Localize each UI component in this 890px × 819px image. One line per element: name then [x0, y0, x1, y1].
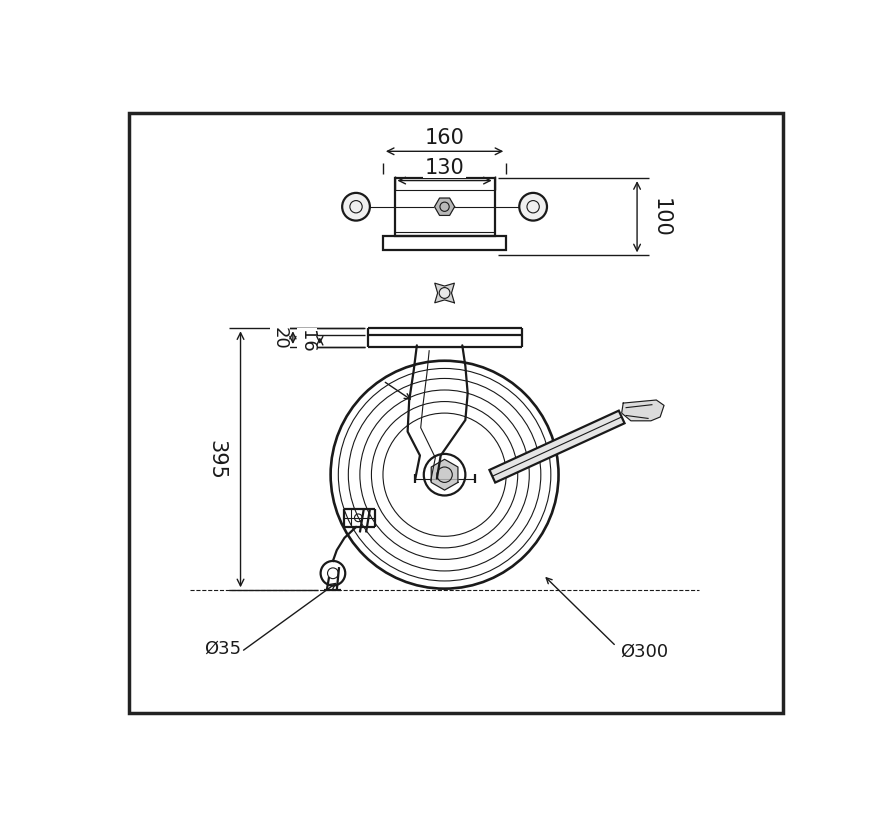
Text: 130: 130: [425, 157, 465, 178]
Polygon shape: [432, 459, 458, 491]
Polygon shape: [434, 199, 455, 216]
Text: Ø35: Ø35: [205, 639, 241, 657]
Polygon shape: [490, 411, 625, 483]
Polygon shape: [435, 284, 455, 303]
Text: 160: 160: [425, 129, 465, 148]
Circle shape: [519, 193, 547, 221]
Polygon shape: [622, 400, 664, 421]
Circle shape: [342, 193, 370, 221]
Text: 16: 16: [298, 330, 316, 353]
Circle shape: [439, 288, 450, 299]
Text: 100: 100: [651, 197, 671, 238]
Bar: [383, 237, 506, 251]
Text: 20: 20: [271, 327, 289, 350]
Text: 395: 395: [206, 440, 227, 480]
Bar: [394, 179, 495, 237]
Text: Ø300: Ø300: [620, 641, 668, 659]
